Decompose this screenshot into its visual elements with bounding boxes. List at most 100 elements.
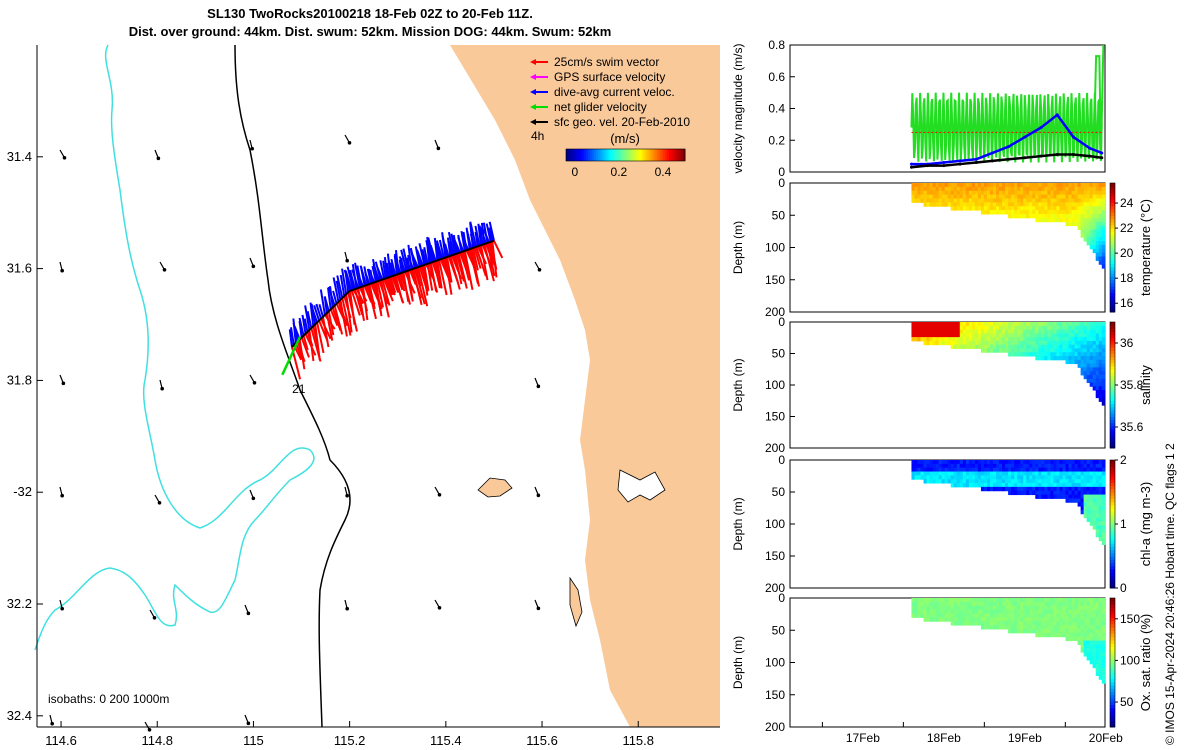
depth-data-cell: [1056, 621, 1061, 626]
dive-avg-current-vector: [409, 247, 416, 269]
depth-data-cell: [1005, 460, 1009, 465]
depth-data-cell: [1083, 329, 1088, 334]
depth-data-cell: [986, 471, 991, 476]
depth-data-cell: [1059, 471, 1064, 476]
depth-data-cell: [1095, 609, 1100, 614]
depth-data-cell: [1065, 325, 1070, 331]
depth-data-cell: [1029, 202, 1033, 207]
depth-data-cell: [1101, 367, 1106, 372]
depth-data-cell: [1041, 322, 1045, 327]
depth-data-cell: [1014, 344, 1018, 349]
depth-data-cell: [1098, 467, 1103, 473]
depth-data-cell: [993, 206, 997, 211]
depth-data-cell: [1089, 601, 1094, 607]
depth-data-cell: [1050, 344, 1055, 349]
depth-data-cell: [965, 329, 970, 334]
depth-data-cell: [944, 467, 949, 473]
depth-data-cell: [1038, 632, 1042, 638]
depth-data-cell: [1080, 229, 1085, 234]
depth-data-cell: [1002, 471, 1006, 476]
depth-data-cell: [1074, 479, 1079, 484]
colorbar-swatch: [1110, 429, 1115, 433]
depth-data-cell: [1053, 344, 1058, 349]
depth-data-cell: [1041, 605, 1045, 611]
depth-data-cell: [938, 198, 943, 203]
depth-data-cell: [1101, 393, 1106, 399]
depth-data-cell: [1023, 479, 1027, 484]
depth-data-cell: [920, 471, 925, 476]
depth-data-cell: [993, 621, 997, 626]
colorbar-swatch: [1110, 425, 1115, 430]
depth-data-cell: [1023, 471, 1027, 476]
colorbar-swatch: [1110, 524, 1115, 528]
swim-vector: [475, 246, 487, 277]
depth-data-cell: [1092, 509, 1097, 515]
current-arrow-head: [251, 496, 256, 501]
colorbar-swatch: [1110, 688, 1115, 693]
depth-data-cell: [1098, 671, 1103, 676]
depth-data-cell: [1095, 625, 1100, 630]
dive-avg-current-vector: [383, 257, 389, 278]
depth-data-cell: [1047, 213, 1052, 219]
depth-data-cell: [920, 329, 925, 334]
depth-data-cell: [947, 190, 952, 196]
depth-data-cell: [947, 475, 952, 480]
depth-data-cell: [1098, 659, 1103, 665]
depth-data-cell: [914, 333, 919, 338]
depth-data-cell: [1098, 225, 1103, 230]
depth-data-cell: [1056, 632, 1061, 638]
depth-data-cell: [947, 601, 952, 607]
depth-data-cell: [1014, 202, 1018, 207]
colorbar-swatch: [1110, 562, 1115, 567]
depth-data-cell: [1092, 221, 1097, 227]
depth-data-cell: [1101, 374, 1106, 380]
depth-data-cell: [1020, 617, 1024, 622]
depth-data-cell: [974, 471, 979, 476]
depth-data-cell: [926, 333, 931, 338]
depth-data-cell: [956, 598, 961, 603]
depth-data-cell: [1044, 183, 1048, 188]
dive-avg-current-vector: [416, 249, 424, 266]
swim-vector: [321, 316, 330, 348]
depth-data-cell: [993, 325, 997, 331]
depth-data-cell: [996, 340, 1000, 346]
legend-arrowhead-1: [530, 74, 536, 80]
depth-data-cell: [917, 598, 922, 603]
depth-data-cell: [1053, 613, 1058, 618]
depth-data-cell: [1038, 628, 1042, 634]
depth-data-cell: [1077, 325, 1082, 331]
island-garden: [569, 576, 583, 628]
depth-data-cell: [1002, 337, 1006, 342]
depth-data-cell: [1047, 486, 1052, 492]
depth-data-cell: [1011, 198, 1015, 203]
colorbar-swatch: [571, 149, 575, 161]
dive-avg-current-vector: [426, 236, 434, 263]
depth-data-cell: [1032, 337, 1036, 342]
net-glider-velocity-spike: [1092, 44, 1105, 157]
depth-data-cell: [1044, 632, 1048, 638]
colorbar-swatch: [1110, 552, 1115, 557]
depth-data-cell: [1035, 217, 1039, 223]
depth-data-cell: [1017, 460, 1021, 465]
depth-data-cell: [1098, 644, 1103, 649]
depth-data-cell: [1101, 460, 1106, 465]
depth-data-cell: [953, 344, 958, 349]
depth-data-cell: [1059, 344, 1064, 349]
dive-avg-current-vector: [374, 261, 382, 281]
depth-data-cell: [996, 206, 1000, 211]
depth-data-cell: [1098, 613, 1103, 618]
depth-data-cell: [956, 190, 961, 196]
depth-data-cell: [1008, 490, 1012, 496]
depth-data-cell: [962, 463, 967, 469]
depth-data-cell: [926, 340, 931, 346]
depth-data-cell: [1053, 198, 1058, 203]
depth-data-cell: [1044, 213, 1048, 219]
depth-data-cell: [1092, 325, 1097, 331]
depth-data-cell: [1089, 467, 1094, 473]
depth-data-cell: [986, 601, 991, 607]
depth-data-cell: [959, 483, 964, 488]
depth-data-cell: [1074, 359, 1079, 365]
depth-data-cell: [1101, 621, 1106, 626]
depth-data-cell: [971, 206, 976, 211]
